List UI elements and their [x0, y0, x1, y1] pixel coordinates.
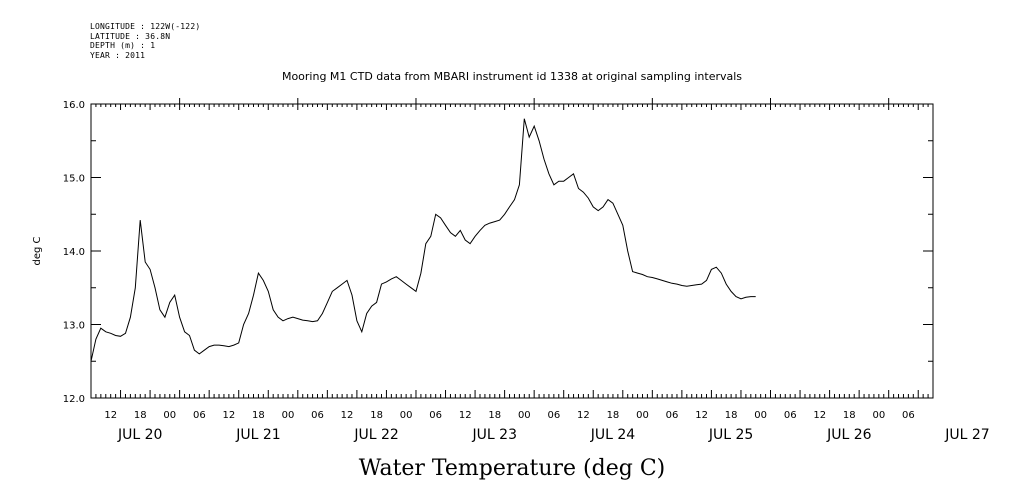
x-tick-label: 00 — [872, 410, 885, 421]
y-tick-label: 13.0 — [63, 321, 85, 332]
x-tick-label: 18 — [488, 410, 501, 421]
y-tick-label: 15.0 — [63, 174, 85, 185]
x-tick-label: 06 — [547, 410, 560, 421]
y-axis: 12.0 13.0 14.0 15.0 16.0 — [63, 100, 933, 405]
series-line-water-temperature — [90, 118, 756, 362]
year-label: YEAR : 2011 — [90, 50, 146, 60]
x-tick-label: 18 — [607, 410, 620, 421]
x-tick-label: 06 — [666, 410, 679, 421]
y-tick-label: 12.0 — [63, 394, 85, 405]
x-day-label: JUL 24 — [590, 427, 636, 443]
x-tick-label: 06 — [902, 410, 915, 421]
x-tick-label: 00 — [282, 410, 295, 421]
x-tick-label: 12 — [577, 410, 590, 421]
x-tick-label: 06 — [193, 410, 206, 421]
depth-label: DEPTH (m) : 1 — [90, 41, 156, 50]
x-tick-label: 12 — [459, 410, 472, 421]
x-tick-label: 18 — [134, 410, 147, 421]
x-day-label: JUL 21 — [235, 427, 280, 443]
x-tick-label: 12 — [104, 410, 117, 421]
x-tick-label: 12 — [223, 410, 236, 421]
x-tick-label: 06 — [784, 410, 797, 421]
x-day-label: JUL 27 — [944, 427, 989, 443]
x-tick-label: 06 — [429, 410, 442, 421]
longitude-label: LONGITUDE : 122W(-122) — [90, 22, 201, 31]
x-tick-label: 12 — [813, 410, 826, 421]
chart-title: Mooring M1 CTD data from MBARI instrumen… — [282, 70, 742, 83]
latitude-label: LATITUDE : 36.8N — [90, 31, 171, 41]
plot-frame — [90, 103, 934, 399]
x-tick-label: 18 — [252, 410, 265, 421]
x-axis: 12 18 00 06 12 18 00 06 12 18 00 06 12 18 00 06 12 18 00 06… — [90, 98, 990, 443]
x-tick-label: 06 — [311, 410, 324, 421]
x-tick-label: 00 — [754, 410, 767, 421]
metadata-block: LONGITUDE : 122W(-122) LATITUDE : 36.8N … — [90, 22, 200, 60]
x-day-label: JUL 26 — [826, 427, 872, 443]
x-day-label: JUL 20 — [117, 427, 162, 443]
y-axis-label: deg C — [32, 236, 43, 265]
x-axis-title: Water Temperature (deg C) — [359, 456, 666, 481]
x-tick-label: 12 — [695, 410, 708, 421]
y-tick-label: 14.0 — [63, 247, 85, 258]
x-tick-label: 00 — [400, 410, 413, 421]
x-tick-label: 18 — [843, 410, 856, 421]
x-tick-label: 00 — [636, 410, 649, 421]
x-tick-label: 12 — [341, 410, 354, 421]
x-tick-label: 00 — [163, 410, 176, 421]
x-tick-label: 18 — [725, 410, 738, 421]
x-tick-label: 00 — [518, 410, 531, 421]
x-tick-label: 18 — [370, 410, 383, 421]
y-tick-label: 16.0 — [63, 100, 85, 111]
x-day-label: JUL 25 — [708, 427, 753, 443]
x-day-label: JUL 23 — [472, 427, 517, 443]
x-day-label: JUL 22 — [353, 427, 398, 443]
